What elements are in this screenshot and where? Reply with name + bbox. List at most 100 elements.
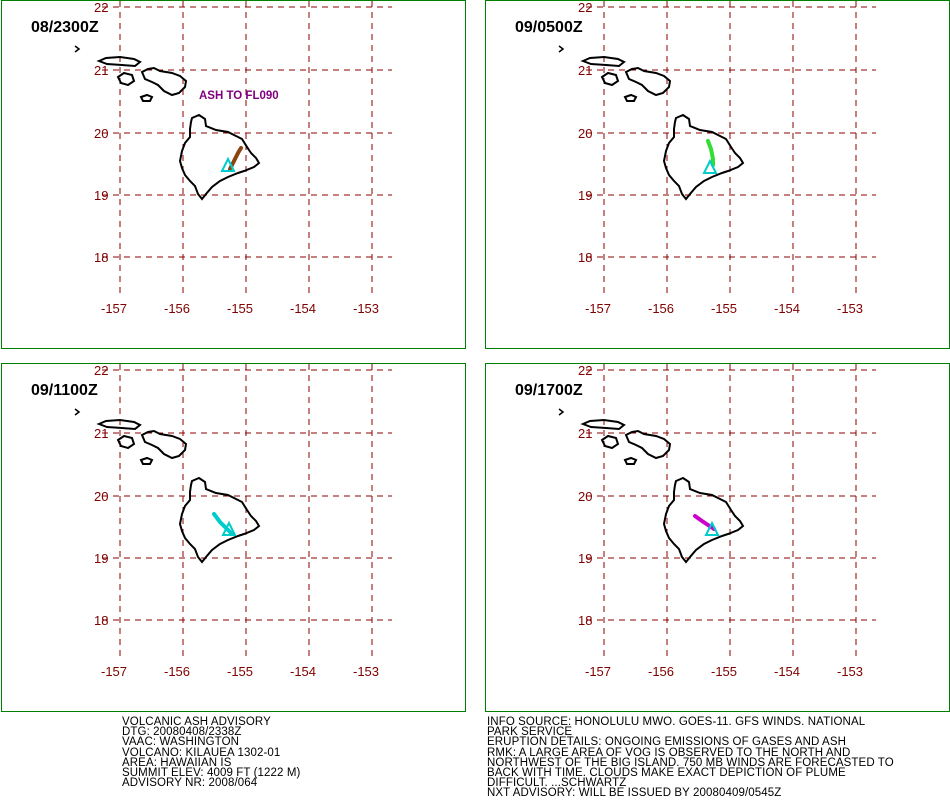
lon-tick-label: -155 <box>227 664 253 679</box>
remarks-line: DIFFICULT. ...SCHWARTZ <box>487 777 627 790</box>
advisory-line: ADVISORY NR: 2008/064 <box>122 777 258 790</box>
lon-tick-label: -155 <box>227 301 253 316</box>
kauai-marker <box>558 45 565 53</box>
remarks-line: ERUPTION DETAILS: ONGOING EMISSIONS OF G… <box>487 736 846 749</box>
lon-tick-label: -154 <box>290 301 316 316</box>
remarks-line: PARK SERVICE <box>487 726 573 739</box>
island-coastline <box>662 113 745 201</box>
lon-tick-label: -157 <box>585 664 611 679</box>
remarks-line: NORTHWEST OF THE BIG ISLAND. 750 MB WIND… <box>487 756 894 769</box>
advisory-line: VOLCANO: KILAUEA 1302-01 <box>122 746 281 759</box>
advisory-header-block: VOLCANIC ASH ADVISORY DTG: 20080408/2338… <box>122 716 301 790</box>
lat-tick-label: 22 <box>578 364 592 378</box>
ash-level-note: ASH TO FL090 <box>199 90 279 102</box>
advisory-line: SUMMIT ELEV: 4009 FT (1222 M) <box>122 767 301 780</box>
lon-tick-label: -157 <box>101 301 127 316</box>
lat-tick-label: 20 <box>578 489 592 504</box>
kauai-marker <box>74 45 81 53</box>
lon-tick-label: -156 <box>648 301 674 316</box>
lon-tick-label: -153 <box>837 664 863 679</box>
map-canvas: 22 21 20 19 18 -157 -156 -155 -154 -153 <box>74 364 392 679</box>
island-coastline <box>600 434 620 450</box>
island-coastline <box>96 418 142 431</box>
lon-tick-label: -154 <box>290 664 316 679</box>
remarks-line: RMK: A LARGE AREA OF VOG IS OBSERVED TO … <box>487 746 851 759</box>
kauai-marker <box>558 408 565 416</box>
lat-tick-label: 21 <box>94 426 108 441</box>
remarks-line: INFO SOURCE: HONOLULU MWO. GOES-11. GFS … <box>487 716 866 728</box>
island-coastline <box>116 71 136 87</box>
lat-tick-label: 20 <box>94 126 108 141</box>
map-canvas: 22 21 20 19 18 -157 -156 -155 -154 -153 <box>558 1 876 316</box>
island-coastline <box>580 55 626 68</box>
lat-tick-label: 22 <box>578 1 592 15</box>
lon-tick-label: -156 <box>164 301 190 316</box>
lon-tick-label: -154 <box>774 664 800 679</box>
lat-tick-label: 21 <box>94 63 108 78</box>
island-coastline <box>600 71 620 87</box>
island-coastline <box>623 456 638 465</box>
lat-tick-label: 18 <box>578 613 592 628</box>
advisory-line: AREA: HAWAIIAN IS <box>122 756 232 769</box>
lat-tick-label: 22 <box>94 364 108 378</box>
ash-plume <box>706 139 715 167</box>
lon-tick-label: -157 <box>101 664 127 679</box>
lon-tick-label: -153 <box>353 301 379 316</box>
panel-title: 09/0500Z <box>515 19 583 36</box>
advisory-line: DTG: 20080408/2338Z <box>122 726 242 739</box>
volcano-marker <box>702 158 718 174</box>
map-panel-0: 22 21 20 19 18 -157 -156 -155 -154 -153 ASH TO FL0… <box>1 0 466 349</box>
map-panel-2: 22 21 20 19 18 -157 -156 -155 -154 -153 09/1100Z <box>1 363 466 712</box>
island-coastline <box>178 476 261 564</box>
lon-tick-label: -153 <box>837 301 863 316</box>
panel-title: 09/1100Z <box>31 382 98 399</box>
remarks-line: BACK WITH TIME. CLOUDS MAKE EXACT DEPICT… <box>487 767 846 780</box>
lat-tick-label: 19 <box>94 188 108 203</box>
remarks-line: NXT ADVISORY: WILL BE ISSUED BY 20080409… <box>487 787 782 800</box>
panel-title: 08/2300Z <box>31 19 99 36</box>
lat-tick-label: 20 <box>94 489 108 504</box>
volcano-marker <box>221 520 237 536</box>
advisory-remarks-block: INFO SOURCE: HONOLULU MWO. GOES-11. GFS … <box>487 716 894 800</box>
island-coastline <box>580 418 626 431</box>
map-panel-1: 22 21 20 19 18 -157 -156 -155 -154 -153 09/0500Z <box>485 0 950 349</box>
island-coastline <box>624 66 672 97</box>
volcano-marker <box>220 156 236 172</box>
lon-tick-label: -156 <box>648 664 674 679</box>
kauai-marker <box>74 408 81 416</box>
lat-tick-label: 18 <box>578 250 592 265</box>
lat-tick-label: 21 <box>578 63 592 78</box>
panel-title: 09/1700Z <box>515 382 583 399</box>
island-coastline <box>623 93 638 102</box>
island-coastline <box>178 113 261 201</box>
lon-tick-label: -155 <box>711 664 737 679</box>
lon-tick-label: -155 <box>711 301 737 316</box>
lat-tick-label: 18 <box>94 250 108 265</box>
island-coastline <box>139 93 154 102</box>
lon-tick-label: -157 <box>585 301 611 316</box>
lat-tick-label: 18 <box>94 613 108 628</box>
island-coastline <box>624 429 672 460</box>
advisory-line: VAAC: WASHINGTON <box>122 736 240 749</box>
lat-tick-label: 20 <box>578 126 592 141</box>
lon-tick-label: -156 <box>164 664 190 679</box>
lat-tick-label: 19 <box>578 188 592 203</box>
map-panel-3: 22 21 20 19 18 -157 -156 -155 -154 -153 09/1700Z <box>485 363 950 712</box>
island-coastline <box>139 456 154 465</box>
map-canvas: 22 21 20 19 18 -157 -156 -155 -154 -153 ASH TO FL0… <box>74 1 392 316</box>
lat-tick-label: 21 <box>578 426 592 441</box>
lon-tick-label: -154 <box>774 301 800 316</box>
island-coastline <box>140 429 188 460</box>
island-coastline <box>662 476 745 564</box>
volcano-marker <box>704 520 720 536</box>
island-coastline <box>96 55 142 68</box>
island-coastline <box>140 66 188 97</box>
lat-tick-label: 22 <box>94 1 108 15</box>
lat-tick-label: 19 <box>578 551 592 566</box>
lat-tick-label: 19 <box>94 551 108 566</box>
lon-tick-label: -153 <box>353 664 379 679</box>
ash-plume <box>212 512 234 536</box>
advisory-line: VOLCANIC ASH ADVISORY <box>122 716 271 728</box>
map-canvas: 22 21 20 19 18 -157 -156 -155 -154 -153 <box>558 364 876 679</box>
island-coastline <box>116 434 136 450</box>
